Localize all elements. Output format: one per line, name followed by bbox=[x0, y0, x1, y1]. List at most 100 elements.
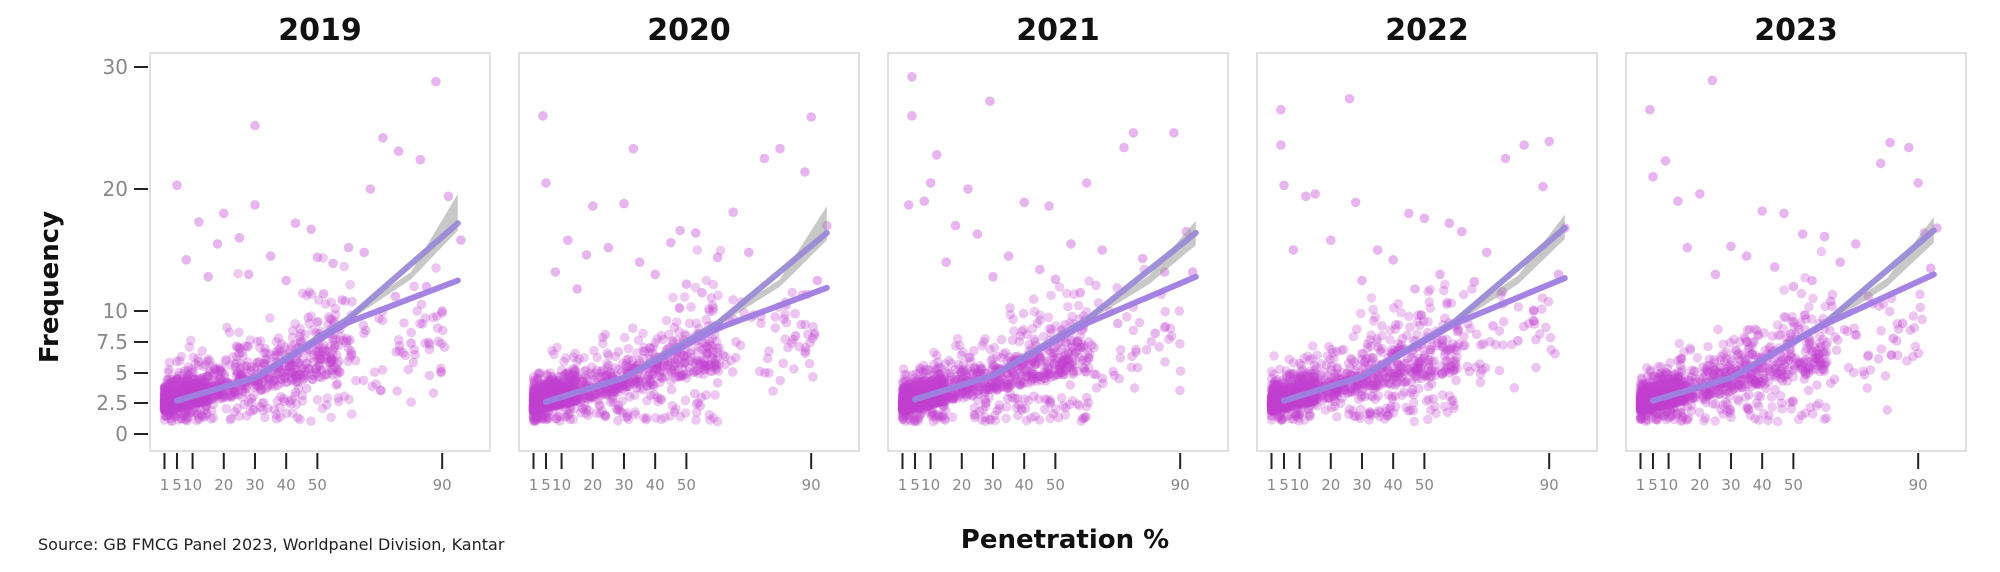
data-point bbox=[712, 416, 723, 427]
data-point bbox=[623, 343, 634, 354]
x-tick-label: 10 bbox=[552, 476, 571, 494]
data-point bbox=[535, 400, 545, 410]
data-point bbox=[189, 399, 199, 409]
data-point bbox=[564, 398, 574, 408]
data-point bbox=[1076, 416, 1087, 426]
data-point bbox=[185, 398, 196, 409]
data-point bbox=[533, 404, 544, 414]
data-point bbox=[163, 402, 174, 412]
data-point bbox=[702, 341, 712, 352]
data-point bbox=[533, 404, 543, 415]
data-point bbox=[172, 373, 183, 384]
data-point bbox=[327, 364, 338, 374]
data-point bbox=[530, 392, 540, 402]
data-point bbox=[215, 374, 226, 384]
data-point bbox=[708, 350, 718, 361]
data-point bbox=[304, 365, 315, 375]
data-point bbox=[789, 364, 799, 374]
data-point bbox=[191, 381, 201, 391]
data-point bbox=[164, 404, 175, 414]
data-point bbox=[898, 398, 909, 409]
data-point bbox=[306, 311, 316, 321]
data-point bbox=[174, 380, 184, 390]
data-point bbox=[529, 398, 539, 409]
data-point bbox=[374, 313, 384, 324]
data-point bbox=[592, 352, 602, 363]
data-point bbox=[602, 370, 613, 380]
data-point bbox=[656, 394, 667, 405]
data-point bbox=[231, 370, 242, 381]
data-point bbox=[1003, 379, 1013, 390]
data-point bbox=[735, 340, 746, 351]
data-point bbox=[768, 386, 778, 396]
data-point bbox=[529, 392, 540, 403]
data-point bbox=[1008, 314, 1018, 325]
data-point bbox=[531, 400, 541, 411]
data-point bbox=[163, 400, 174, 411]
x-tick-label: 1 bbox=[529, 476, 539, 494]
trend-line bbox=[174, 277, 461, 404]
data-point bbox=[182, 399, 193, 410]
data-point bbox=[288, 374, 298, 385]
data-point bbox=[992, 385, 1003, 395]
data-point bbox=[919, 372, 929, 383]
data-point bbox=[160, 402, 170, 412]
data-point bbox=[962, 364, 972, 375]
data-point bbox=[578, 376, 589, 386]
data-point bbox=[528, 398, 539, 409]
data-point bbox=[159, 399, 170, 410]
data-point bbox=[626, 360, 637, 370]
data-point bbox=[552, 379, 562, 390]
data-point bbox=[229, 387, 239, 397]
data-point bbox=[162, 404, 172, 415]
data-point bbox=[159, 401, 170, 412]
data-point bbox=[929, 347, 939, 358]
data-point bbox=[1001, 413, 1011, 424]
data-point bbox=[225, 414, 235, 425]
data-point bbox=[1071, 347, 1081, 358]
data-point bbox=[163, 394, 173, 405]
data-point bbox=[160, 390, 170, 400]
data-point bbox=[162, 396, 173, 407]
data-point bbox=[292, 370, 302, 380]
data-point bbox=[625, 392, 635, 402]
data-point bbox=[287, 395, 297, 405]
data-point bbox=[193, 397, 203, 408]
data-point bbox=[197, 394, 208, 405]
data-point bbox=[667, 400, 678, 411]
data-point bbox=[770, 323, 781, 333]
data-point bbox=[159, 399, 170, 410]
data-point bbox=[686, 302, 696, 312]
data-point bbox=[1046, 372, 1056, 383]
data-point bbox=[629, 390, 640, 400]
data-point bbox=[620, 361, 630, 371]
data-point bbox=[294, 331, 305, 342]
outlier-point bbox=[697, 287, 707, 298]
data-point bbox=[622, 408, 632, 418]
data-point bbox=[272, 396, 283, 406]
data-point bbox=[530, 383, 540, 394]
data-point bbox=[160, 387, 171, 398]
data-point bbox=[903, 394, 914, 405]
data-point bbox=[161, 384, 172, 395]
data-point bbox=[903, 390, 913, 401]
data-point bbox=[180, 383, 191, 393]
data-point bbox=[325, 314, 335, 324]
data-point bbox=[561, 369, 571, 380]
data-point bbox=[528, 402, 539, 412]
data-point bbox=[166, 404, 177, 414]
data-point bbox=[172, 373, 182, 384]
data-point bbox=[162, 391, 173, 402]
data-point bbox=[531, 402, 542, 412]
data-point bbox=[805, 337, 815, 348]
data-point bbox=[679, 351, 689, 361]
data-point bbox=[642, 374, 653, 384]
data-point bbox=[555, 399, 565, 410]
data-point bbox=[260, 412, 270, 423]
data-point bbox=[553, 372, 564, 383]
data-point bbox=[184, 400, 194, 411]
data-point bbox=[159, 392, 170, 403]
data-point bbox=[159, 397, 170, 408]
data-point bbox=[985, 415, 996, 425]
data-point bbox=[201, 410, 212, 420]
